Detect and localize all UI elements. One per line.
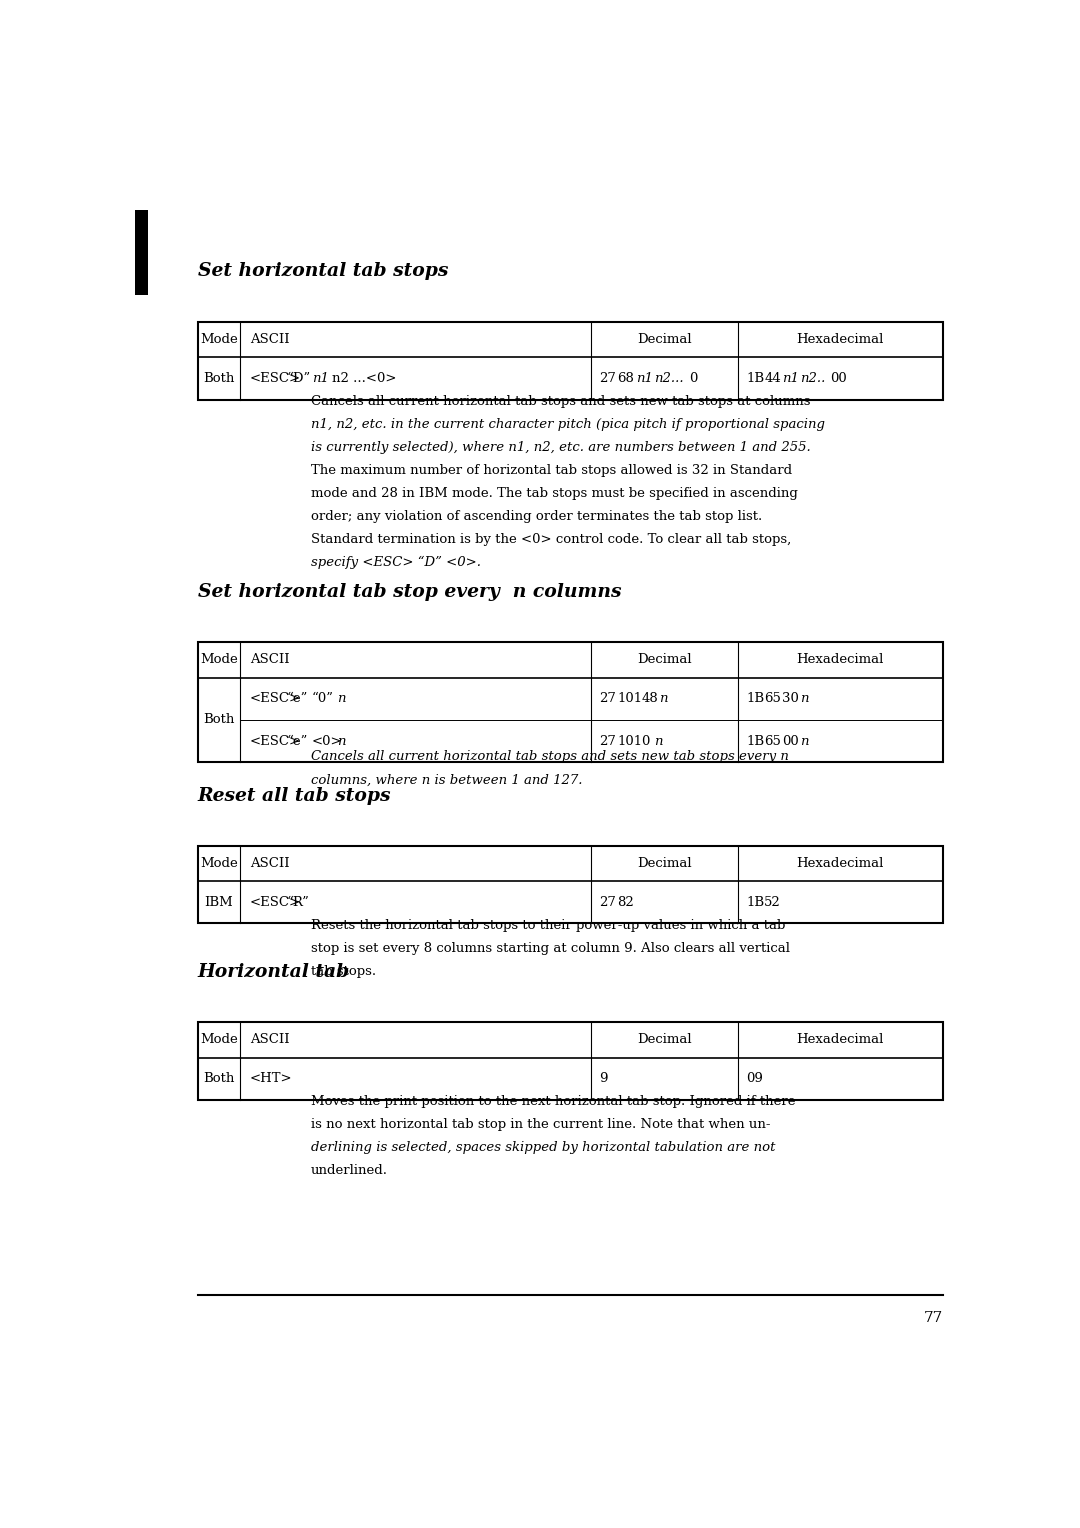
Text: Hexadecimal: Hexadecimal: [796, 654, 883, 666]
Text: n1, n2, etc. in the current character pitch (pica pitch if proportional spacing: n1, n2, etc. in the current character pi…: [311, 419, 825, 431]
Text: n2 ...<0>: n2 ...<0>: [332, 373, 396, 385]
Text: n: n: [337, 735, 346, 747]
Text: is currently selected), where n1, n2, etc. are numbers between 1 and 255.: is currently selected), where n1, n2, et…: [311, 442, 810, 454]
Text: n: n: [800, 735, 809, 747]
Text: “R”: “R”: [286, 895, 309, 909]
Text: n1: n1: [312, 373, 328, 385]
Text: Horizontal tab: Horizontal tab: [198, 963, 350, 981]
Text: 00: 00: [829, 373, 847, 385]
Text: n1: n1: [782, 373, 799, 385]
Text: 27: 27: [599, 373, 617, 385]
Text: 9: 9: [599, 1073, 608, 1085]
Text: 101: 101: [618, 692, 643, 706]
Text: Both: Both: [203, 373, 234, 385]
Text: Mode: Mode: [200, 333, 238, 347]
Text: Standard termination is by the <0> control code. To clear all tab stops,: Standard termination is by the <0> contr…: [311, 533, 791, 545]
Text: “e”: “e”: [286, 692, 308, 706]
Text: 1B: 1B: [746, 735, 765, 747]
Text: ASCII: ASCII: [249, 654, 289, 666]
Text: ASCII: ASCII: [249, 1033, 289, 1047]
Text: <ESC>: <ESC>: [249, 895, 301, 909]
Text: “0”: “0”: [312, 692, 334, 706]
Text: <HT>: <HT>: [249, 1073, 293, 1085]
Text: 00: 00: [782, 735, 799, 747]
Text: Set horizontal tab stops: Set horizontal tab stops: [198, 261, 448, 280]
Bar: [198, 642, 943, 762]
Text: 27: 27: [599, 735, 617, 747]
Text: derlining is selected, spaces skipped by horizontal tabulation are not: derlining is selected, spaces skipped by…: [311, 1141, 775, 1154]
Text: is no next horizontal tab stop in the current line. Note that when un-: is no next horizontal tab stop in the cu…: [311, 1118, 770, 1131]
Text: Cancels all current horizontal tab stops and sets new tab stops at columns: Cancels all current horizontal tab stops…: [311, 396, 810, 408]
Text: 101: 101: [618, 735, 643, 747]
Text: n2...: n2...: [653, 373, 684, 385]
Text: ASCII: ASCII: [249, 333, 289, 347]
Text: 65: 65: [764, 692, 781, 706]
Text: Hexadecimal: Hexadecimal: [796, 857, 883, 869]
Text: 0: 0: [689, 373, 698, 385]
Text: underlined.: underlined.: [311, 1164, 388, 1177]
Bar: [135, 211, 148, 295]
Text: specify <ESC> “D” <0>.: specify <ESC> “D” <0>.: [311, 556, 481, 568]
Bar: [198, 847, 943, 923]
Text: 0: 0: [642, 735, 650, 747]
Text: order; any violation of ascending order terminates the tab stop list.: order; any violation of ascending order …: [311, 510, 762, 523]
Text: 65: 65: [764, 735, 781, 747]
Text: 77: 77: [923, 1311, 943, 1325]
Text: columns, where n is between 1 and 127.: columns, where n is between 1 and 127.: [311, 773, 582, 787]
Text: Decimal: Decimal: [637, 857, 691, 869]
Text: n2..: n2..: [800, 373, 825, 385]
Text: 48: 48: [642, 692, 658, 706]
Text: 52: 52: [764, 895, 781, 909]
Text: 27: 27: [599, 692, 617, 706]
Text: Mode: Mode: [200, 1033, 238, 1047]
Text: <ESC>: <ESC>: [249, 735, 301, 747]
Text: Cancels all current horizontal tab stops and sets new tab stops every n: Cancels all current horizontal tab stops…: [311, 750, 788, 764]
Text: 44: 44: [764, 373, 781, 385]
Text: Set horizontal tab stop every  n columns: Set horizontal tab stop every n columns: [198, 584, 621, 601]
Text: ASCII: ASCII: [249, 857, 289, 869]
Text: mode and 28 in IBM mode. The tab stops must be specified in ascending: mode and 28 in IBM mode. The tab stops m…: [311, 487, 798, 500]
Bar: [198, 1022, 943, 1100]
Text: Hexadecimal: Hexadecimal: [796, 333, 883, 347]
Text: 27: 27: [599, 895, 617, 909]
Text: Reset all tab stops: Reset all tab stops: [198, 787, 391, 805]
Text: stop is set every 8 columns starting at column 9. Also clears all vertical: stop is set every 8 columns starting at …: [311, 941, 789, 955]
Text: “D”: “D”: [286, 373, 311, 385]
Text: 09: 09: [746, 1073, 762, 1085]
Text: <ESC>: <ESC>: [249, 373, 301, 385]
Text: Decimal: Decimal: [637, 654, 691, 666]
Text: Resets the horizontal tab stops to their power-up values in which a tab: Resets the horizontal tab stops to their…: [311, 918, 785, 932]
Text: 30: 30: [782, 692, 799, 706]
Text: tab stops.: tab stops.: [311, 964, 376, 978]
Text: 82: 82: [618, 895, 634, 909]
Text: The maximum number of horizontal tab stops allowed is 32 in Standard: The maximum number of horizontal tab sto…: [311, 465, 792, 477]
Text: Mode: Mode: [200, 857, 238, 869]
Text: Decimal: Decimal: [637, 1033, 691, 1047]
Text: 1B: 1B: [746, 692, 765, 706]
Text: n: n: [800, 692, 809, 706]
Text: Both: Both: [203, 714, 234, 726]
Text: Hexadecimal: Hexadecimal: [796, 1033, 883, 1047]
Text: Mode: Mode: [200, 654, 238, 666]
Text: Both: Both: [203, 1073, 234, 1085]
Text: n: n: [337, 692, 346, 706]
Text: <ESC>: <ESC>: [249, 692, 301, 706]
Text: “e”: “e”: [286, 735, 308, 747]
Text: Moves the print position to the next horizontal tab stop. Ignored if there: Moves the print position to the next hor…: [311, 1096, 795, 1108]
Bar: [198, 322, 943, 400]
Text: n: n: [660, 692, 667, 706]
Text: Decimal: Decimal: [637, 333, 691, 347]
Text: 1B: 1B: [746, 373, 765, 385]
Text: <0>: <0>: [312, 735, 342, 747]
Text: n1: n1: [636, 373, 652, 385]
Text: IBM: IBM: [204, 895, 233, 909]
Text: n: n: [653, 735, 662, 747]
Text: 1B: 1B: [746, 895, 765, 909]
Text: 68: 68: [618, 373, 634, 385]
